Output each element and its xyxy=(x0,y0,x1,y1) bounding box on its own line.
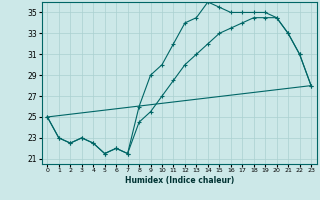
X-axis label: Humidex (Indice chaleur): Humidex (Indice chaleur) xyxy=(124,176,234,185)
